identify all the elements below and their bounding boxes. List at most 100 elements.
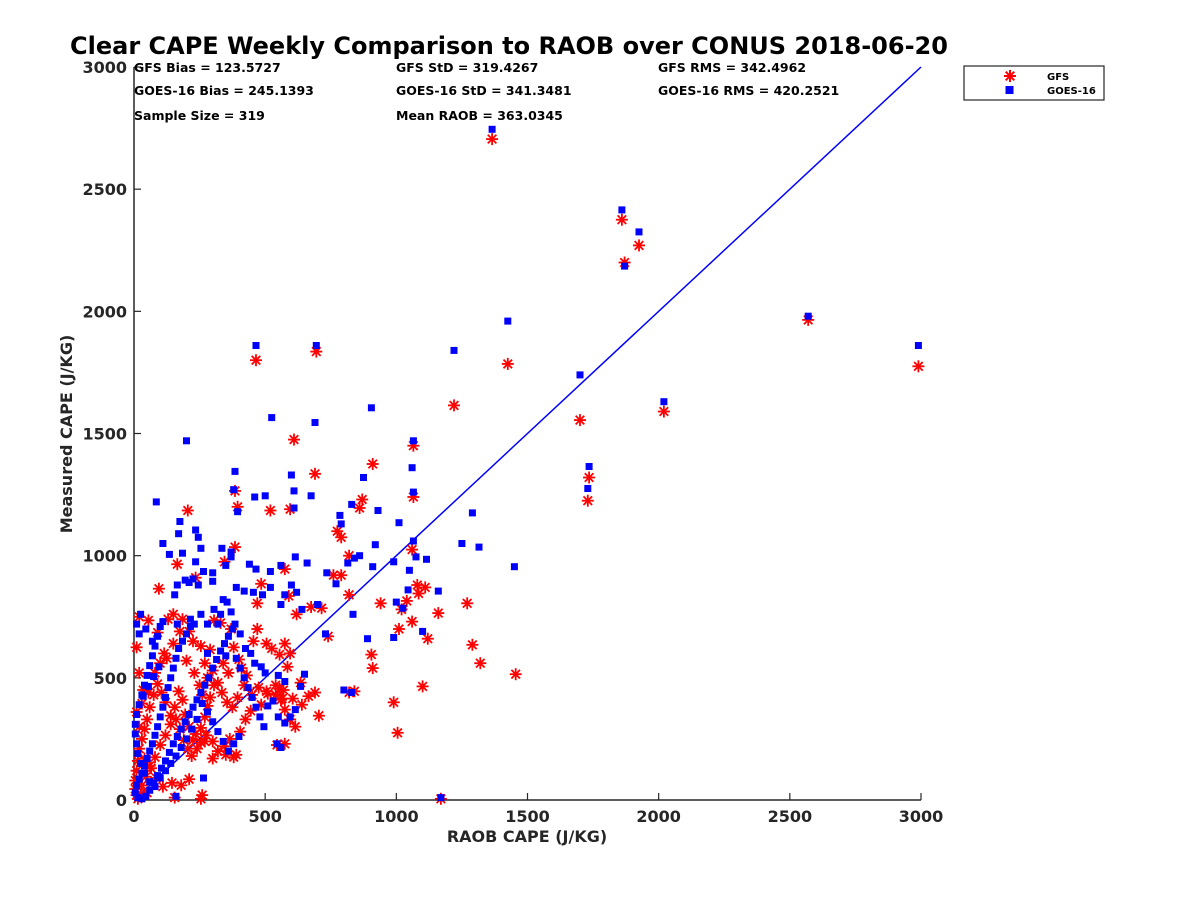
gfs-point (282, 590, 295, 602)
goes16-point (458, 540, 466, 547)
x-tick-label: 1000 (374, 807, 419, 826)
goes16-point (242, 645, 249, 652)
goes16-point (151, 783, 159, 791)
x-tick-label: 0 (128, 807, 139, 826)
goes16-point (204, 649, 211, 657)
goes16-point (475, 543, 483, 551)
goes16-point (197, 610, 205, 618)
gfs-point (151, 677, 164, 690)
goes16-point (156, 623, 164, 630)
gfs-point (176, 693, 189, 706)
goes16-point (189, 703, 197, 711)
goes16-point (135, 775, 143, 783)
goes16-point (219, 596, 227, 604)
goes16-point (408, 464, 416, 472)
goes16-point (162, 757, 169, 765)
goes16-point (192, 526, 200, 534)
stat-gfs-rms: GFS RMS = 342.4962 (658, 60, 806, 75)
goes16-point (240, 674, 248, 682)
goes16-point (175, 530, 183, 538)
goes16-point (274, 713, 282, 721)
gfs-point (141, 713, 154, 726)
gfs-point (501, 357, 514, 370)
goes16-point (914, 342, 922, 349)
gfs-point (170, 713, 182, 726)
gfs-point (130, 641, 143, 654)
goes16-point (260, 723, 268, 731)
goes16-point (510, 563, 518, 571)
goes16-point (344, 559, 352, 567)
gfs-point (406, 615, 419, 628)
goes16-point (192, 558, 200, 566)
goes16-point (277, 601, 285, 608)
goes16-point (155, 663, 163, 671)
gfs-point (187, 635, 199, 648)
goes16-point (390, 558, 398, 566)
gfs-point (289, 720, 302, 733)
x-ticks: 0 500 1000 1500 2000 2500 3000 (128, 793, 943, 826)
gfs-point (387, 696, 400, 709)
goes16-point (193, 696, 201, 704)
gfs-point (466, 638, 479, 651)
goes16-point (171, 591, 179, 599)
goes16-point (369, 563, 377, 571)
goes16-point (266, 583, 274, 591)
goes16-point (340, 686, 348, 694)
goes16-point (221, 640, 228, 648)
goes16-point (434, 587, 442, 595)
y-tick-label: 2000 (82, 302, 127, 321)
goes16-point (148, 740, 156, 748)
goes16-point (409, 488, 417, 496)
gfs-point (421, 632, 434, 645)
goes16-point (256, 713, 264, 721)
gfs-point (264, 504, 277, 517)
x-tick-label: 1500 (505, 807, 550, 826)
goes16-point (281, 591, 289, 599)
gfs-point (286, 692, 299, 705)
goes16-point (621, 262, 629, 270)
gfs-point (194, 640, 207, 653)
gfs-point (615, 213, 628, 226)
goes16-point (167, 674, 175, 682)
goes16-point (251, 659, 259, 667)
goes16-point (291, 553, 299, 561)
gfs-point (191, 742, 203, 755)
goes16-point (314, 601, 322, 608)
gfs-point (198, 735, 211, 748)
gfs-point (574, 414, 586, 427)
one-to-one-line (133, 66, 922, 801)
goes16-point (576, 371, 584, 379)
stats-block: GFS Bias = 123.5727 GFS StD = 319.4267 G… (134, 60, 839, 123)
gfs-point (156, 780, 169, 793)
stat-goes-std: GOES-16 StD = 341.3481 (396, 83, 572, 98)
gfs-point (215, 686, 228, 699)
gfs-point (135, 732, 148, 745)
gfs-point (411, 579, 424, 591)
legend: GFS GOES-16 (963, 65, 1105, 101)
goes16-point (179, 549, 186, 557)
gfs-point (278, 637, 291, 650)
goes16-point (337, 520, 345, 528)
goes16-point (214, 728, 222, 736)
x-tick-label: 2500 (768, 807, 813, 826)
gfs-point (657, 405, 670, 418)
gfs-point (250, 354, 262, 367)
gfs-point (474, 657, 487, 670)
legend-box (963, 65, 1105, 101)
goes16-point (159, 540, 167, 547)
goes16-point (150, 779, 158, 787)
goes16-point (303, 559, 311, 567)
goes16-point (390, 634, 398, 641)
goes16-point (152, 498, 160, 506)
gfs-point (247, 635, 260, 648)
goes16-point (584, 485, 592, 492)
goes16-point (660, 398, 668, 406)
x-axis-label: RAOB CAPE (J/KG) (447, 827, 607, 846)
gfs-point (265, 642, 278, 655)
gfs-point (273, 648, 286, 661)
gfs-point (432, 607, 445, 620)
gfs-point (180, 654, 193, 667)
goes16-point (257, 663, 265, 671)
stat-sample-size: Sample Size = 319 (134, 108, 265, 123)
goes16-point (419, 627, 427, 635)
